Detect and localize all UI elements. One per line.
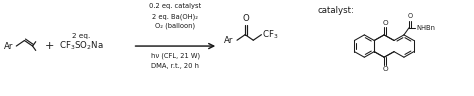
Text: 0.2 eq. catalyst: 0.2 eq. catalyst — [149, 3, 201, 9]
Text: +: + — [45, 41, 54, 51]
Text: Ar: Ar — [224, 36, 234, 45]
Text: 2 eq.: 2 eq. — [72, 33, 90, 39]
Text: DMA, r.t., 20 h: DMA, r.t., 20 h — [151, 63, 200, 69]
Text: CF$_3$SO$_2$Na: CF$_3$SO$_2$Na — [59, 40, 103, 52]
Text: Ar: Ar — [4, 42, 14, 51]
Text: O: O — [407, 13, 412, 19]
Text: CF$_3$: CF$_3$ — [263, 28, 279, 41]
Text: NHBn: NHBn — [416, 25, 435, 31]
Text: O: O — [383, 66, 388, 72]
Text: O: O — [383, 20, 388, 26]
Text: 2 eq. Ba(OH)₂: 2 eq. Ba(OH)₂ — [152, 13, 198, 20]
Text: O₂ (balloon): O₂ (balloon) — [155, 23, 195, 29]
Text: catalyst:: catalyst: — [318, 6, 355, 15]
Text: O: O — [243, 14, 249, 24]
Text: hν (CFL, 21 W): hν (CFL, 21 W) — [151, 53, 200, 59]
